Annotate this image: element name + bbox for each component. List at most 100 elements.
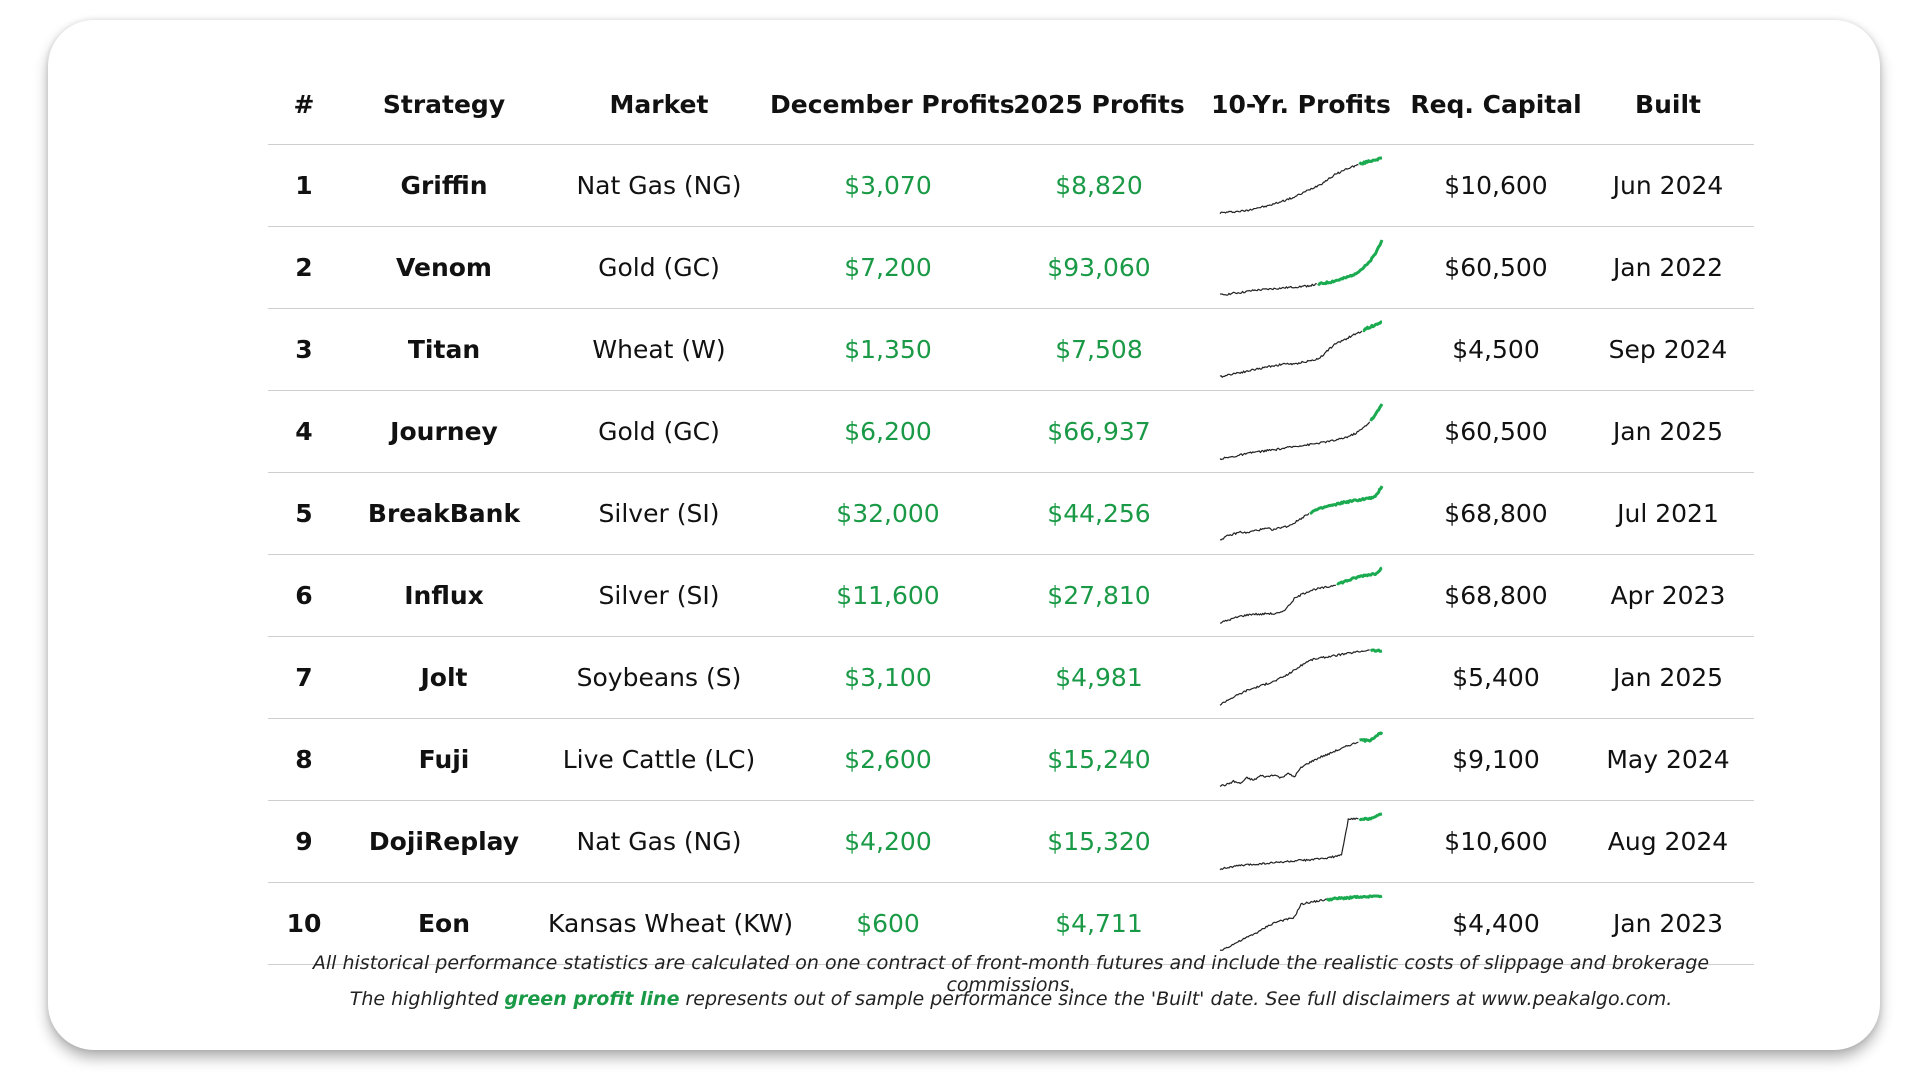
profit-sparkline	[1219, 894, 1383, 951]
green-profit-line-highlight: green profit line	[504, 988, 680, 1010]
row-2025-profits: $27,810	[1006, 554, 1192, 637]
sparkline-history-line	[1219, 897, 1328, 951]
row-built: Jan 2023	[1582, 882, 1754, 965]
sparkline-history-line	[1219, 512, 1310, 541]
sparkline-out-of-sample-line	[1359, 730, 1384, 743]
header-market: Market	[548, 64, 770, 145]
header-built: Built	[1582, 64, 1754, 145]
row-market: Gold (GC)	[548, 226, 770, 309]
row-built: Apr 2023	[1582, 554, 1754, 637]
row-req-capital: $68,800	[1410, 472, 1582, 555]
row-num: 8	[268, 718, 340, 801]
row-num: 9	[268, 800, 340, 883]
row-december-profits: $600	[770, 882, 1006, 965]
header-december-profits: December Profits	[770, 64, 1015, 145]
row-10yr-sparkline	[1192, 144, 1410, 227]
table-row: 8 Fuji Live Cattle (LC) $2,600 $15,240 $9,100…	[268, 718, 1754, 801]
table-row: 3 Titan Wheat (W) $1,350 $7,508 $4,500 Sep 202…	[268, 308, 1754, 391]
row-req-capital: $9,100	[1410, 718, 1582, 801]
row-num: 2	[268, 226, 340, 309]
row-market: Soybeans (S)	[548, 636, 770, 719]
row-december-profits: $2,600	[770, 718, 1006, 801]
header-2025-profits: 2025 Profits	[1006, 64, 1192, 145]
sparkline-history-line	[1219, 816, 1359, 870]
sparkline-out-of-sample-line	[1369, 402, 1384, 422]
sparkline-history-line	[1219, 330, 1363, 378]
row-num: 4	[268, 390, 340, 473]
row-december-profits: $3,070	[770, 144, 1006, 227]
table-row: 6 Influx Silver (SI) $11,600 $27,810 $68,800 A…	[268, 554, 1754, 637]
table-row: 9 DojiReplay Nat Gas (NG) $4,200 $15,320 $10,…	[268, 800, 1754, 883]
row-built: Jul 2021	[1582, 472, 1754, 555]
row-2025-profits: $15,320	[1006, 800, 1192, 883]
row-built: Sep 2024	[1582, 308, 1754, 391]
sparkline-out-of-sample-line	[1336, 566, 1383, 585]
row-2025-profits: $93,060	[1006, 226, 1192, 309]
profit-sparkline	[1219, 484, 1384, 541]
disclaimer-line-2: The highlighted green profit line repres…	[268, 988, 1754, 1010]
row-req-capital: $68,800	[1410, 554, 1582, 637]
header-row: # Strategy Market December Profits 2025 …	[268, 64, 1754, 145]
sparkline-history-line	[1219, 584, 1337, 624]
sparkline-out-of-sample-line	[1317, 238, 1384, 286]
row-2025-profits: $8,820	[1006, 144, 1192, 227]
row-num: 7	[268, 636, 340, 719]
row-strategy: Griffin	[340, 144, 548, 227]
profit-sparkline	[1219, 238, 1384, 296]
table-row: 10 Eon Kansas Wheat (KW) $600 $4,711 $4,400 Ja…	[268, 882, 1754, 965]
row-built: Jan 2022	[1582, 226, 1754, 309]
row-req-capital: $60,500	[1410, 226, 1582, 309]
row-built: Jan 2025	[1582, 636, 1754, 719]
table-row: 1 Griffin Nat Gas (NG) $3,070 $8,820 $10,600 J…	[268, 144, 1754, 227]
row-strategy: Venom	[340, 226, 548, 309]
row-strategy: Journey	[340, 390, 548, 473]
sparkline-out-of-sample-line	[1326, 894, 1383, 902]
row-2025-profits: $44,256	[1006, 472, 1192, 555]
row-2025-profits: $66,937	[1006, 390, 1192, 473]
row-built: Jun 2024	[1582, 144, 1754, 227]
row-market: Silver (SI)	[548, 554, 770, 637]
row-built: Jan 2025	[1582, 390, 1754, 473]
sparkline-history-line	[1219, 741, 1359, 787]
profit-sparkline	[1219, 812, 1383, 870]
row-req-capital: $5,400	[1410, 636, 1582, 719]
disclaimer-line-2-post: represents out of sample performance sin…	[685, 988, 1673, 1010]
row-10yr-sparkline	[1192, 226, 1410, 309]
row-december-profits: $1,350	[770, 308, 1006, 391]
sparkline-out-of-sample-line	[1358, 156, 1383, 165]
sparkline-out-of-sample-line	[1369, 648, 1383, 653]
table-wrapper: # Strategy Market December Profits 2025 …	[268, 64, 1754, 965]
profit-sparkline	[1219, 402, 1384, 460]
row-10yr-sparkline	[1192, 718, 1410, 801]
row-december-profits: $7,200	[770, 226, 1006, 309]
row-strategy: Titan	[340, 308, 548, 391]
row-built: Aug 2024	[1582, 800, 1754, 883]
row-10yr-sparkline	[1192, 390, 1410, 473]
row-strategy: Fuji	[340, 718, 548, 801]
row-strategy: Influx	[340, 554, 548, 637]
row-10yr-sparkline	[1192, 636, 1410, 719]
row-market: Wheat (W)	[548, 308, 770, 391]
row-market: Nat Gas (NG)	[548, 144, 770, 227]
row-req-capital: $10,600	[1410, 800, 1582, 883]
profit-sparkline	[1219, 156, 1383, 214]
row-december-profits: $6,200	[770, 390, 1006, 473]
row-num: 5	[268, 472, 340, 555]
row-december-profits: $32,000	[770, 472, 1006, 555]
row-strategy: DojiReplay	[340, 800, 548, 883]
row-market: Kansas Wheat (KW)	[548, 882, 793, 965]
sparkline-history-line	[1219, 420, 1371, 460]
row-december-profits: $3,100	[770, 636, 1006, 719]
row-strategy: Jolt	[340, 636, 548, 719]
disclaimer-line-1: All historical performance statistics ar…	[312, 952, 1710, 996]
row-december-profits: $11,600	[770, 554, 1006, 637]
header-strategy: Strategy	[340, 64, 548, 145]
row-strategy: Eon	[340, 882, 548, 965]
sparkline-history-line	[1219, 648, 1370, 706]
table-row: 5 BreakBank Silver (SI) $32,000 $44,256 $68,8…	[268, 472, 1754, 555]
table-row: 7 Jolt Soybeans (S) $3,100 $4,981 $5,400 Jan 2…	[268, 636, 1754, 719]
row-req-capital: $4,500	[1410, 308, 1582, 391]
row-10yr-sparkline	[1192, 308, 1410, 391]
row-2025-profits: $4,711	[1006, 882, 1192, 965]
row-2025-profits: $15,240	[1006, 718, 1192, 801]
